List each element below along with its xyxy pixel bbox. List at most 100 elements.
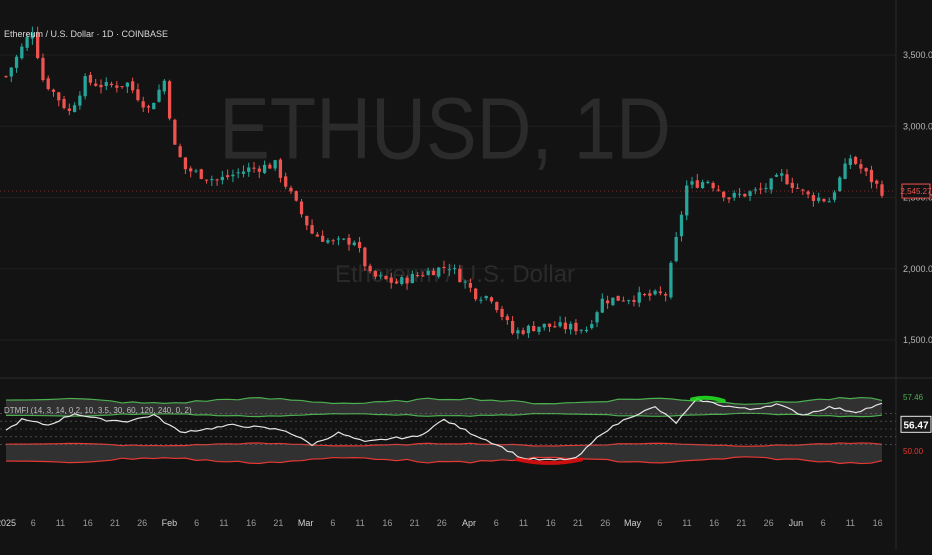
candle-body [695,180,699,188]
candle-body [642,294,647,296]
candle-body [326,240,330,243]
candle-body [732,192,736,198]
candle-body [859,164,863,169]
candle-body [231,174,235,177]
oscillator-current-tag [900,415,932,433]
candle-body [136,89,140,101]
candle-body [125,82,130,87]
candle-body [569,323,573,330]
candle-body [83,76,87,97]
time-tick-label: 16 [709,518,719,528]
candle-body [220,176,224,181]
candle-body [737,193,742,195]
candle-body [46,78,50,90]
candle-body [226,175,230,178]
candle-body [278,159,283,178]
candle-body [716,189,721,191]
upper-band-fill [6,397,882,417]
candle-body [342,238,346,240]
candle-body [162,80,166,92]
candle-body [653,290,657,295]
candle-body [584,329,589,332]
candle-body [463,281,467,283]
candle-body [685,185,689,216]
candle-body [20,46,24,59]
candle-body [526,325,531,334]
price-tick-label: 3,500.00 [903,50,932,60]
time-tick-label: 6 [31,518,36,528]
candle-body [268,164,272,169]
candle-body [14,56,19,68]
time-tick-label: 16 [873,518,883,528]
candle-body [801,189,805,191]
time-tick-label: 11 [56,518,65,528]
candle-body [880,184,884,196]
time-tick-label: Mar [298,518,314,528]
candle-body [357,242,362,248]
candle-body [669,262,673,298]
candle-body [616,295,620,301]
candle-body [336,238,341,240]
candle-body [437,267,441,277]
candle-body [394,281,399,284]
candle-body [795,187,800,189]
candle-body [405,277,409,284]
candle-body [780,173,784,176]
oscillator-bands [5,396,883,465]
candle-body [505,316,509,321]
candle-body [400,277,404,285]
candle-body [458,268,462,283]
candle-body [769,178,773,190]
time-tick-label: 16 [546,518,556,528]
oscillator-line [5,397,883,461]
current-price-tag [901,183,931,199]
candle-body [758,188,763,190]
candle-body [146,106,151,108]
candle-body [542,323,546,328]
candle-body [790,182,794,188]
candle-body [104,82,108,86]
candle-body [648,293,652,296]
candle-body [173,119,177,145]
candle-body [30,32,35,39]
time-tick-label: 21 [573,518,583,528]
candle-body [442,266,446,268]
price-tick-label: 3,000.00 [903,121,932,131]
candle-body [36,32,40,59]
candles-group [4,26,884,340]
time-tick-label: 21 [736,518,746,528]
candle-body [352,242,356,246]
candle-body [679,214,684,237]
lower-band-inner-line [5,442,883,447]
candle-body [838,177,842,192]
time-tick-label: 6 [330,518,335,528]
time-tick-label: 2025 [0,518,16,528]
time-tick-label: 6 [494,518,499,528]
candle-body [62,99,66,109]
candle-body [57,92,61,101]
candle-body [875,180,879,184]
candle-body [674,236,678,262]
oversold-highlight [515,457,584,465]
candle-body [452,268,457,270]
candle-body [363,247,367,267]
time-tick-label: Jun [789,518,804,528]
candle-body [315,234,319,237]
candle-body [495,302,499,311]
time-tick-label: May [624,518,642,528]
candle-body [310,225,314,234]
time-tick-label: 11 [519,518,528,528]
symbol-title: Ethereum / U.S. Dollar · 1D · COINBASE [4,29,169,39]
candle-body [611,297,615,306]
candle-body [700,182,705,189]
time-tick-label: 6 [821,518,826,528]
candle-body [595,312,599,323]
candle-body [204,179,209,181]
candle-body [817,197,821,201]
oscillator-lower-label: 50.00 [903,447,924,456]
candle-body [289,187,293,192]
candle-body [468,282,473,288]
upper-band-line [5,396,883,405]
